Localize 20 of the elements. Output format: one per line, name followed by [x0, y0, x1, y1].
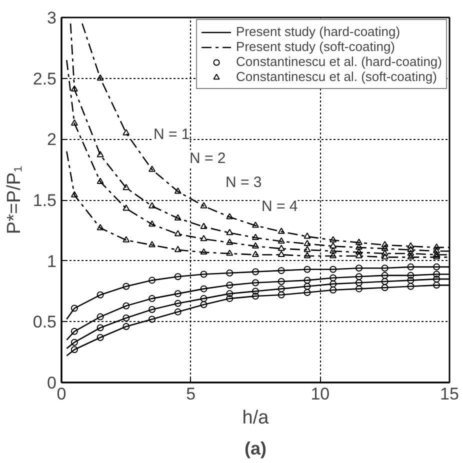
y-axis-title: P*=P/P₁: [4, 166, 25, 234]
legend-label: Present study (soft-coating): [236, 39, 396, 54]
y-tick-label: 3: [47, 8, 57, 28]
x-tick-label: 15: [440, 384, 459, 404]
text: (a): [244, 438, 267, 458]
annotation: N = 2: [190, 150, 226, 167]
legend-label: Constantinescu et al. (soft-coating): [236, 69, 437, 84]
x-tick-label: 10: [310, 384, 330, 404]
legend-label: Constantinescu et al. (hard-coating): [236, 54, 442, 69]
y-tick-label: 2.5: [32, 69, 57, 88]
legend-label: Present study (hard-coating): [236, 24, 400, 39]
y-tick-label: 0.5: [32, 312, 57, 332]
y-tick-label: 2: [47, 130, 57, 150]
y-tick-label: 1.5: [32, 191, 57, 210]
annotation: N = 3: [226, 174, 262, 191]
x-tick-label: 5: [186, 384, 196, 404]
y-tick-label: 1: [47, 252, 57, 271]
annotation: N = 4: [262, 198, 298, 215]
x-axis-title: h/a: [242, 408, 270, 428]
annotation: N = 1: [154, 126, 190, 143]
